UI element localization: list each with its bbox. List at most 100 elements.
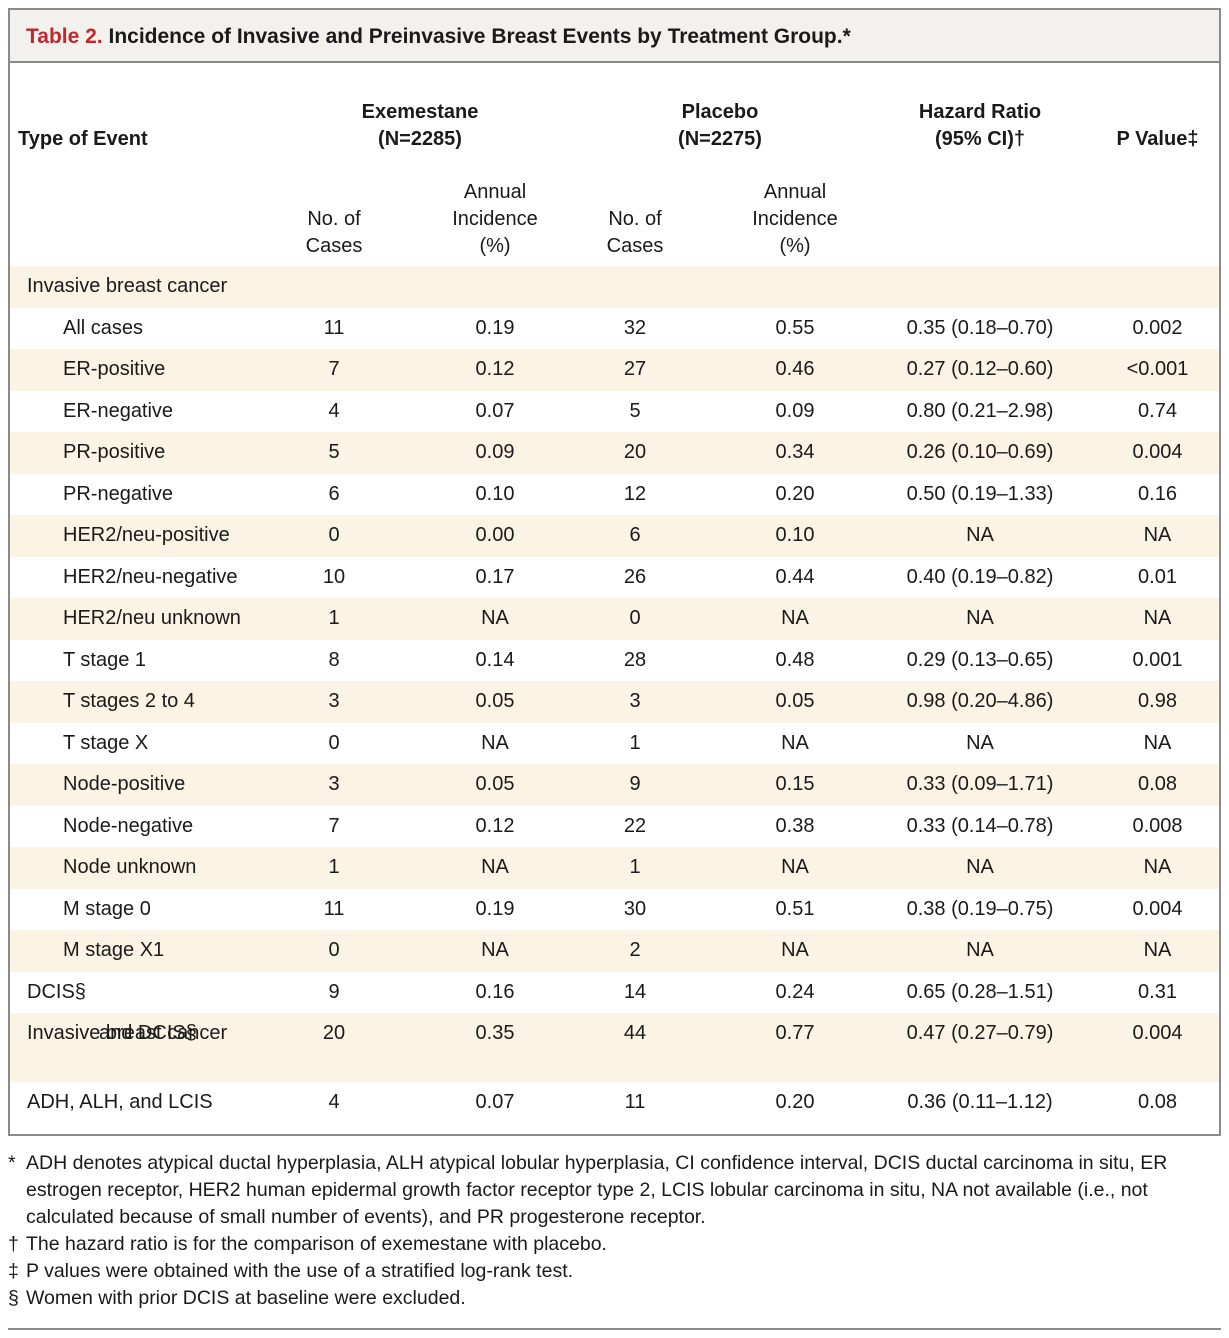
cell-placebo-incidence: NA	[781, 607, 809, 629]
cell-hazard-ratio: 0.50 (0.19–1.33)	[906, 482, 1054, 505]
bottom-rule	[8, 1328, 1221, 1330]
cell-exemestane-cases: 4	[328, 1091, 340, 1113]
row-label: HER2/neu-positive	[63, 524, 230, 546]
cell-exemestane-incidence: 0.00	[475, 524, 515, 546]
cell-hazard-ratio: 0.27 (0.12–0.60)	[906, 358, 1054, 380]
cell-exemestane-incidence: 0.12	[475, 814, 515, 837]
cell-exemestane-incidence: 0.07	[475, 399, 515, 422]
cell-hazard-ratio: NA	[966, 731, 994, 754]
cell-hazard-ratio: 0.35 (0.18–0.70)	[906, 316, 1054, 339]
row-label: HER2/neu unknown	[63, 607, 241, 629]
table-row: T stage 1 8 0.14 28 0.48 0.29 (0.13–0.65) 0.00…	[10, 640, 1219, 682]
cell-hazard-ratio: NA	[966, 607, 994, 629]
cell-exemestane-incidence: 0.09	[475, 441, 515, 463]
table-number: Table 2.	[26, 25, 103, 48]
row-label: M stage 0	[63, 897, 151, 920]
cell-exemestane-cases: 0	[328, 524, 340, 546]
cell-exemestane-incidence: NA	[481, 607, 509, 629]
footnote: † The hazard ratio is for the comparison …	[8, 1231, 1221, 1258]
header-placebo: Placebo (N=2275)	[610, 99, 830, 153]
cell-background	[705, 722, 870, 764]
cell-placebo-incidence: 0.20	[775, 1091, 815, 1113]
footnote: ‡ P values were obtained with the use of …	[8, 1258, 1221, 1285]
cell-hazard-ratio: NA	[966, 524, 994, 546]
cell-hazard-ratio: 0.26 (0.10–0.69)	[906, 441, 1054, 463]
cell-placebo-incidence: 0.55	[775, 316, 815, 339]
cell-placebo-incidence: 0.24	[775, 980, 815, 1003]
cell-placebo-incidence: 0.34	[775, 441, 815, 463]
cell-p-value: 0.002	[1132, 316, 1183, 339]
cell-exemestane-incidence: 0.17	[475, 565, 515, 588]
cell-exemestane-incidence: 0.10	[475, 482, 515, 505]
cell-placebo-incidence: 0.44	[775, 565, 815, 588]
cell-exemestane-incidence: 0.35	[475, 1022, 515, 1044]
cell-exemestane-cases: 9	[328, 980, 340, 1003]
cell-p-value: 0.08	[1138, 773, 1177, 795]
cell-placebo-incidence: 0.46	[775, 358, 815, 380]
cell-hazard-ratio: 0.40 (0.19–0.82)	[906, 565, 1054, 588]
cell-exemestane-incidence: NA	[481, 856, 509, 878]
row-label: ER-negative	[63, 399, 174, 422]
cell-exemestane-incidence: 0.07	[475, 1091, 515, 1113]
cell-placebo-incidence: 0.09	[775, 399, 815, 422]
subheader-exemestane-incidence: Annual Incidence (%)	[440, 179, 550, 260]
row-label: Node unknown	[63, 856, 197, 878]
table-row: T stage X 0 NA 1 NA NA NA	[10, 722, 1219, 764]
table-row: ADH, ALH, and LCIS 4 0.07 11 0.20 0.36 (0.11–…	[10, 1082, 1219, 1124]
table-row: T stages 2 to 4 3 0.05 3 0.05 0.98 (0.20–4.86…	[10, 681, 1219, 723]
row-label: Node-negative	[63, 814, 194, 837]
header-placebo-name: Placebo	[681, 101, 759, 123]
row-label: Node-positive	[63, 773, 186, 795]
cell-p-value: 0.004	[1132, 1022, 1183, 1044]
table-row: All cases 11 0.19 32 0.55 0.35 (0.18–0.70) 0.0…	[10, 308, 1219, 350]
cell-placebo-incidence: NA	[781, 939, 809, 961]
table-row: DCIS§ 9 0.16 14 0.24 0.65 (0.28–1.51) 0.31	[10, 972, 1219, 1014]
cell-placebo-incidence: 0.38	[775, 814, 815, 837]
footnote-mark: †	[8, 1233, 19, 1255]
cell-placebo-cases: 5	[629, 399, 641, 422]
cell-placebo-cases: 20	[623, 441, 647, 463]
cell-exemestane-cases: 10	[322, 565, 346, 588]
cell-exemestane-cases: 11	[323, 316, 345, 339]
subheader-incidence-line2: Incidence	[752, 208, 838, 230]
cell-placebo-cases: 27	[623, 358, 647, 380]
cell-hazard-ratio: 0.98 (0.20–4.86)	[906, 690, 1054, 712]
header-exemestane: Exemestane (N=2285)	[310, 99, 530, 153]
table-row: Node-positive 3 0.05 9 0.15 0.33 (0.09–1.71) 0…	[10, 764, 1219, 806]
table-caption: Incidence of Invasive and Preinvasive Br…	[108, 25, 851, 48]
footnote-mark: ‡	[8, 1260, 19, 1282]
cell-placebo-cases: 6	[629, 524, 641, 546]
cell-p-value: 0.01	[1138, 565, 1177, 588]
cell-exemestane-cases: 11	[323, 897, 345, 920]
cell-p-value: 0.004	[1132, 441, 1183, 463]
table-row: M stage 0 11 0.19 30 0.51 0.38 (0.19–0.75) 0.0…	[10, 889, 1219, 931]
cell-hazard-ratio: NA	[966, 856, 994, 878]
subheader-placebo-incidence: Annual Incidence (%)	[740, 179, 850, 260]
footnote-text: ADH denotes atypical ductal hyperplasia,…	[26, 1152, 1168, 1228]
cell-exemestane-cases: 0	[328, 939, 340, 961]
cell-placebo-incidence: NA	[781, 731, 809, 754]
subheader-incidence-line2: Incidence	[452, 208, 538, 230]
cell-exemestane-incidence: 0.14	[475, 648, 515, 671]
cell-p-value: NA	[1143, 731, 1172, 754]
row-label: DCIS§	[27, 980, 86, 1003]
header-hazard-ratio-name: Hazard Ratio	[918, 101, 1042, 123]
row-label: All cases	[63, 316, 144, 339]
cell-placebo-cases: 1	[629, 731, 641, 754]
footnote-text: P values were obtained with the use of a…	[26, 1260, 574, 1282]
footnote-mark: §	[8, 1287, 19, 1309]
footnote: * ADH denotes atypical ductal hyperplasia…	[8, 1150, 1221, 1231]
row-label: ADH, ALH, and LCIS	[27, 1091, 213, 1113]
cell-exemestane-cases: 1	[328, 856, 340, 878]
header-p-value: P Value‡	[1116, 128, 1199, 150]
cell-placebo-cases: 22	[623, 814, 647, 837]
cell-hazard-ratio: 0.65 (0.28–1.51)	[906, 980, 1054, 1003]
cell-placebo-incidence: NA	[781, 856, 809, 878]
subheader-cases-line1: No. of	[608, 208, 662, 230]
row-label: ER-positive	[63, 358, 166, 380]
table-row: HER2/neu-positive 0 0.00 6 0.10 NA NA	[10, 515, 1219, 557]
row-label: T stage X	[63, 731, 149, 754]
table-row: HER2/neu-negative 10 0.17 26 0.44 0.40 (0.19–…	[10, 557, 1219, 599]
cell-exemestane-incidence: NA	[481, 731, 509, 754]
cell-placebo-cases: 1	[629, 856, 641, 878]
